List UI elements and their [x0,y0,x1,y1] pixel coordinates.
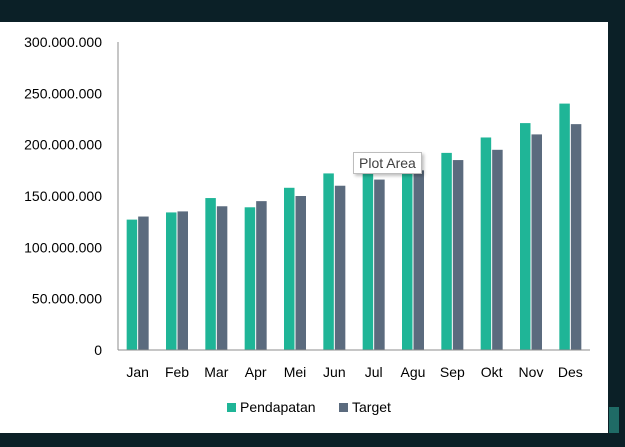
bar-target-okt[interactable] [492,149,503,350]
x-tick-label: Jun [323,364,346,380]
bar-target-mar[interactable] [216,206,228,350]
bar-pendapatan-feb[interactable] [166,212,177,350]
plot-area-tooltip: Plot Area [353,152,422,174]
bar-pendapatan-des[interactable] [559,103,570,350]
x-tick-label: Jul [365,364,383,380]
x-tick-label: Sep [440,364,465,380]
bar-pendapatan-sep[interactable] [441,152,452,350]
bar-pendapatan-agu[interactable] [402,154,413,350]
bar-pendapatan-nov[interactable] [520,123,531,351]
y-tick-label: 250.000.000 [24,85,102,101]
x-tick-label: Nov [519,364,544,380]
legend-label-target[interactable]: Target [352,399,391,415]
bar-target-jul[interactable] [374,179,385,350]
x-tick-label: Jan [126,364,149,380]
bar-pendapatan-okt[interactable] [480,137,492,350]
y-tick-label: 50.000.000 [32,291,102,307]
x-tick-label: Des [558,364,583,380]
bar-pendapatan-jun[interactable] [323,173,334,350]
chart-frame: 0 50.000.000 100.000.000 150.000.000 200.000… [0,22,608,433]
x-tick-label: Apr [245,364,267,380]
y-tick-label: 0 [94,342,102,358]
bar-target-nov[interactable] [531,134,543,350]
bar-target-sep[interactable] [452,160,464,350]
bar-pendapatan-mar[interactable] [205,198,216,350]
bar-pendapatan-jan[interactable] [126,219,138,350]
x-tick-label: Mei [284,364,307,380]
x-tick-label: Mar [204,364,228,380]
legend-swatch-target[interactable] [339,403,348,412]
legend-swatch-pendapatan[interactable] [227,403,236,412]
bar-chart[interactable]: 0 50.000.000 100.000.000 150.000.000 200.000… [0,22,608,433]
x-tick-label: Feb [165,364,189,380]
window-edge-strip [609,407,619,433]
bar-target-jun[interactable] [334,185,346,350]
bar-pendapatan-apr[interactable] [244,207,256,350]
bar-target-des[interactable] [570,124,582,350]
bar-target-agu[interactable] [413,170,425,350]
bar-target-apr[interactable] [256,201,267,350]
y-tick-label: 200.000.000 [24,137,102,153]
y-tick-label: 300.000.000 [24,34,102,50]
bar-target-feb[interactable] [177,211,189,350]
x-tick-label: Okt [481,364,503,380]
bar-pendapatan-jul[interactable] [362,171,374,350]
bar-pendapatan-mei[interactable] [284,187,295,350]
bar-target-jan[interactable] [138,216,149,350]
y-tick-label: 100.000.000 [24,239,102,255]
bar-target-mei[interactable] [295,196,307,350]
y-tick-label: 150.000.000 [24,188,102,204]
x-tick-label: Agu [401,364,426,380]
legend-label-pendapatan[interactable]: Pendapatan [240,399,316,415]
